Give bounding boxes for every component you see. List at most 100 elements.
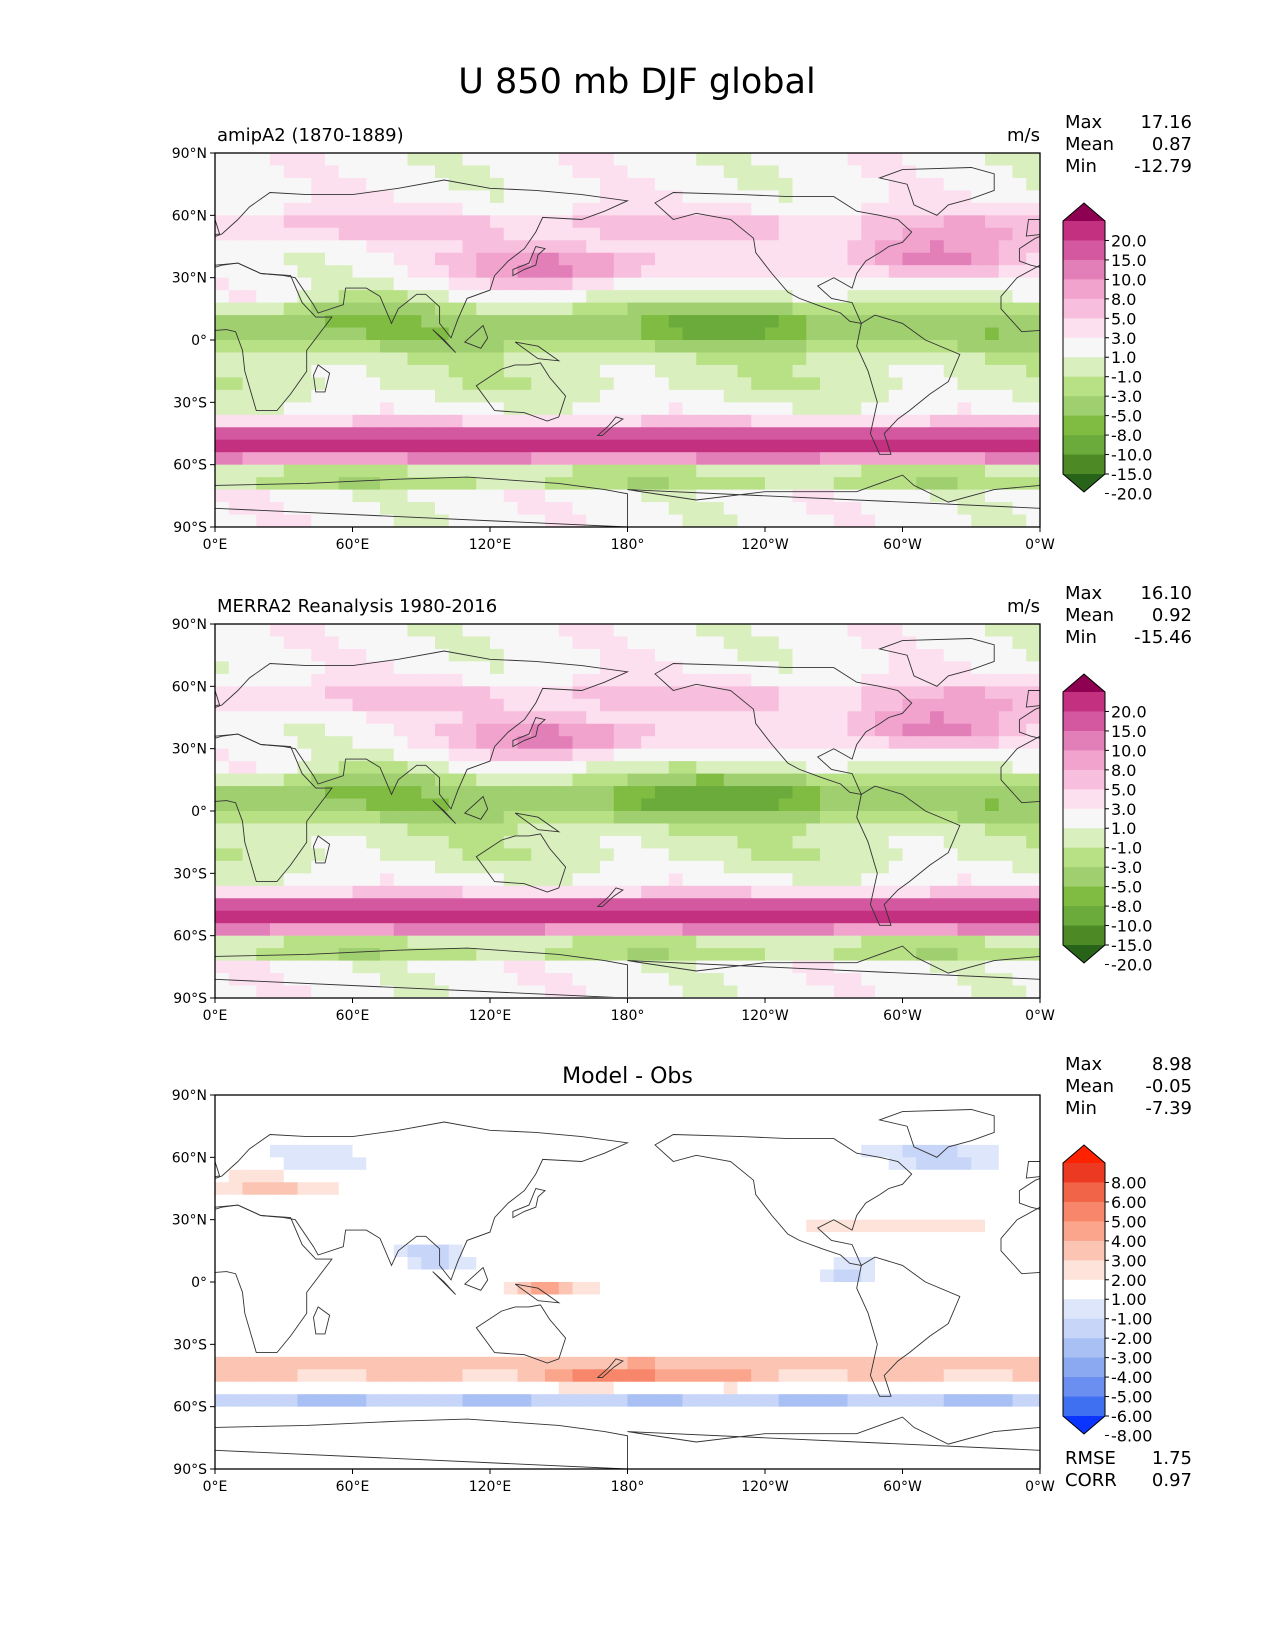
field-cell — [242, 910, 257, 924]
field-cell — [1012, 427, 1027, 441]
field-cell — [352, 773, 367, 787]
field-cell — [545, 1182, 560, 1196]
field-cell — [655, 340, 670, 354]
field-cell — [283, 1269, 299, 1283]
field-cell — [641, 898, 656, 912]
field-cell — [613, 686, 629, 700]
field-cell — [545, 973, 560, 987]
field-cell — [1012, 748, 1027, 762]
field-cell — [531, 1194, 546, 1208]
field-cell — [517, 973, 532, 987]
field-cell — [366, 848, 381, 862]
colorbar-segment — [1063, 886, 1105, 907]
field-cell — [627, 477, 642, 491]
field-cell — [311, 1095, 326, 1109]
field-cell — [902, 736, 917, 750]
field-cell — [407, 686, 422, 700]
field-cell — [448, 1169, 464, 1183]
field-cell — [806, 1207, 821, 1221]
field-cell — [297, 1119, 312, 1133]
field-cell — [655, 923, 670, 937]
field-cell — [256, 723, 271, 737]
field-cell — [998, 190, 1014, 204]
field-cell — [558, 1232, 574, 1246]
field-cell — [833, 414, 849, 428]
field-cell — [545, 1232, 560, 1246]
field-cell — [380, 452, 395, 466]
field-cell — [435, 352, 450, 366]
field-cell — [833, 1182, 849, 1196]
field-cell — [338, 811, 354, 825]
field-cell — [971, 786, 986, 800]
field-cell — [311, 389, 326, 403]
field-cell — [545, 648, 560, 662]
coastline — [475, 833, 567, 893]
field-cell — [902, 202, 917, 216]
field-cell — [462, 1194, 477, 1208]
field-cell — [806, 823, 821, 837]
field-cell — [682, 1244, 697, 1258]
field-cell — [627, 190, 642, 204]
field-cell — [916, 340, 931, 354]
field-cell — [723, 923, 739, 937]
field-cell — [256, 1257, 271, 1271]
field-cell — [283, 673, 299, 687]
field-cell — [586, 1257, 601, 1271]
field-cell — [641, 327, 656, 341]
field-cell — [930, 1294, 945, 1308]
field-cell — [930, 624, 945, 638]
field-cell — [820, 414, 835, 428]
field-cell — [242, 1207, 257, 1221]
field-cell — [792, 165, 807, 179]
field-cell — [545, 1244, 560, 1258]
field-cell — [600, 414, 615, 428]
field-cell — [985, 302, 1000, 316]
field-cell — [971, 502, 986, 516]
field-cell — [517, 177, 532, 191]
field-cell — [325, 414, 340, 428]
field-cell — [998, 389, 1014, 403]
field-cell — [270, 215, 285, 229]
field-cell — [366, 452, 381, 466]
field-cell — [531, 873, 546, 887]
field-cell — [421, 910, 436, 924]
field-cell — [311, 935, 326, 949]
field-cell — [806, 514, 821, 527]
field-cell — [875, 1306, 890, 1320]
field-cell — [765, 265, 780, 279]
field-cell — [668, 265, 684, 279]
field-cell — [215, 165, 230, 179]
field-cell — [283, 711, 299, 725]
field-cell — [930, 935, 945, 949]
field-cell — [256, 439, 271, 453]
field-cell — [462, 477, 477, 491]
field-cell — [435, 190, 450, 204]
field-cell — [228, 202, 244, 216]
field-cell — [531, 898, 546, 912]
field-cell — [765, 464, 780, 478]
field-cell — [916, 773, 931, 787]
field-cell — [875, 1157, 890, 1171]
coastline — [215, 733, 333, 883]
field-cell — [421, 302, 436, 316]
field-cell — [806, 315, 821, 329]
field-cell — [393, 1144, 409, 1158]
field-cell — [751, 648, 766, 662]
field-cell — [696, 452, 711, 466]
field-cell — [586, 1182, 601, 1196]
field-cell — [393, 1157, 409, 1171]
field-cell — [352, 190, 367, 204]
field-cell — [943, 786, 959, 800]
field-cell — [586, 1232, 601, 1246]
field-cell — [572, 686, 587, 700]
colorbar-label: 5.0 — [1111, 309, 1136, 328]
field-cell — [256, 686, 271, 700]
field-cell — [352, 698, 367, 712]
field-cell — [517, 823, 532, 837]
field-cell — [1012, 177, 1027, 191]
field-cell — [270, 153, 285, 167]
field-cell — [517, 985, 532, 997]
field-cell — [682, 402, 697, 416]
field-cell — [655, 364, 670, 378]
field-cell — [655, 798, 670, 812]
